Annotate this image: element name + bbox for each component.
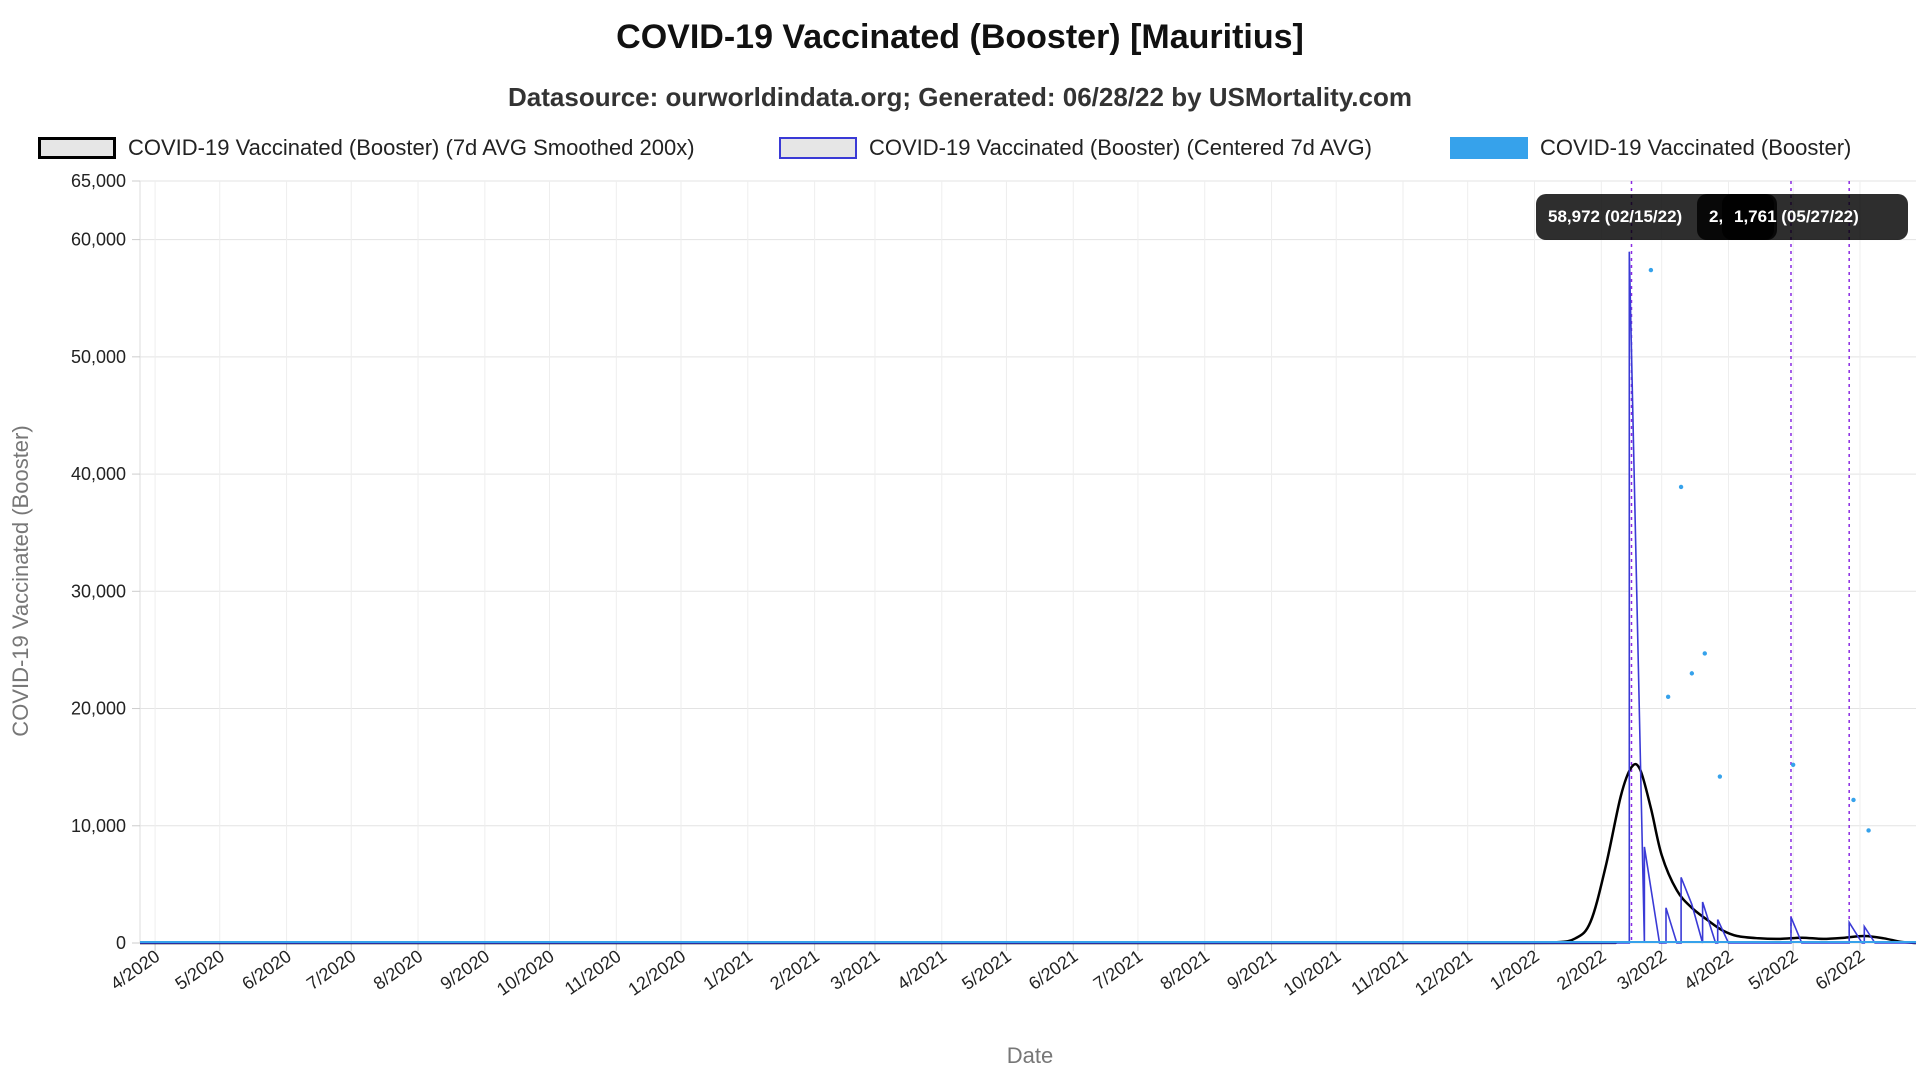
legend-label-raw: COVID-19 Vaccinated (Booster) [1540,135,1852,160]
x-axis-label: Date [1007,1043,1053,1068]
x-tick-label: 8/2020 [370,946,427,994]
legend-swatch-smoothed [38,137,116,159]
tooltip-box [1722,194,1908,240]
y-tick-label: 40,000 [71,464,126,484]
legend-item-raw[interactable]: COVID-19 Vaccinated (Booster) [1450,133,1851,163]
y-tick-label: 0 [116,933,126,953]
vertical-markers [1630,181,1850,943]
data-point[interactable] [1665,694,1671,700]
x-axis-ticks: 4/2020 5/2020 6/2020 7/2020 8/2020 9/2020 10/2… [107,946,1868,1000]
legend-swatch-centered [779,137,857,159]
x-tick-label: 2/2021 [766,946,823,994]
x-tick-label: 9/2021 [1223,946,1280,994]
tooltip-text: 2, [1709,207,1723,226]
legend-label-smoothed: COVID-19 Vaccinated (Booster) (7d AVG Sm… [128,135,695,160]
legend-label-centered: COVID-19 Vaccinated (Booster) (Centered … [869,135,1372,160]
y-tick-label: 30,000 [71,581,126,601]
series-line-centered-7d-avg[interactable] [140,251,1916,944]
data-point[interactable] [1648,267,1654,273]
y-tick-label: 65,000 [71,171,126,191]
x-tick-label: 1/2021 [700,946,757,994]
legend-swatch-raw [1450,137,1528,159]
x-tick-label: 1/2022 [1486,946,1543,994]
x-tick-label: 9/2020 [437,946,494,994]
y-tick-label: 50,000 [71,347,126,367]
x-tick-label: 11/2021 [1348,946,1412,999]
x-tick-label: 5/2022 [1745,946,1802,994]
data-point[interactable] [1702,651,1707,656]
x-tick-label: 6/2022 [1812,946,1869,994]
x-tick-label: 7/2020 [303,946,360,994]
y-tick-label: 10,000 [71,816,126,836]
legend-item-smoothed[interactable]: COVID-19 Vaccinated (Booster) (7d AVG Sm… [38,133,695,163]
x-tick-label: 7/2021 [1090,946,1147,994]
tooltip-text: 58,972 (02/15/22) [1548,207,1682,226]
x-tick-label: 12/2021 [1411,946,1476,1000]
x-tick-label: 6/2020 [238,946,295,994]
series-layer [139,251,1917,945]
x-tick-label: 4/2020 [107,946,164,994]
chart-title: COVID-19 Vaccinated (Booster) [Mauritius… [616,18,1304,56]
x-tick-label: 6/2021 [1025,946,1082,994]
y-axis-ticks: 0 10,000 20,000 30,000 40,000 50,000 60,000 65,… [71,171,126,953]
legend-item-centered[interactable]: COVID-19 Vaccinated (Booster) (Centered … [779,133,1372,163]
x-tick-label: 12/2020 [625,946,690,1000]
tooltips-layer: 58,972 (02/15/22) 2, 1,761 (05/27/22) [1536,194,1908,240]
series-line-smoothed-7d-avg[interactable] [139,762,1917,945]
chart-subtitle: Datasource: ourworldindata.org; Generate… [508,82,1412,112]
x-tick-label: 4/2022 [1680,946,1737,994]
y-tick-label: 20,000 [71,699,126,719]
data-point[interactable] [1851,797,1856,803]
x-tick-label: 3/2022 [1613,946,1670,994]
data-point[interactable] [1678,484,1684,490]
x-tick-label: 10/2020 [493,946,558,1000]
legend: COVID-19 Vaccinated (Booster) (7d AVG Sm… [0,133,1920,163]
data-point[interactable] [1689,671,1695,676]
x-tick-label: 5/2021 [958,946,1015,994]
x-tick-label: 4/2021 [894,946,951,994]
x-tick-label: 2/2022 [1553,946,1610,994]
x-tick-label: 11/2020 [561,946,625,999]
tooltip: 1,761 (05/27/22) [1722,194,1908,240]
tooltip-text: 1,761 (05/27/22) [1734,207,1859,226]
x-tick-label: 10/2021 [1280,946,1345,1000]
y-tick-label: 60,000 [71,230,126,250]
gridlines [132,180,1916,951]
data-point[interactable] [1790,762,1796,768]
x-tick-label: 8/2021 [1156,946,1213,994]
data-point[interactable] [1717,774,1723,779]
data-point[interactable] [1866,828,1871,833]
y-axis-label: COVID-19 Vaccinated (Booster) [8,425,33,736]
x-tick-label: 3/2021 [827,946,884,994]
x-tick-label: 5/2020 [171,946,228,994]
